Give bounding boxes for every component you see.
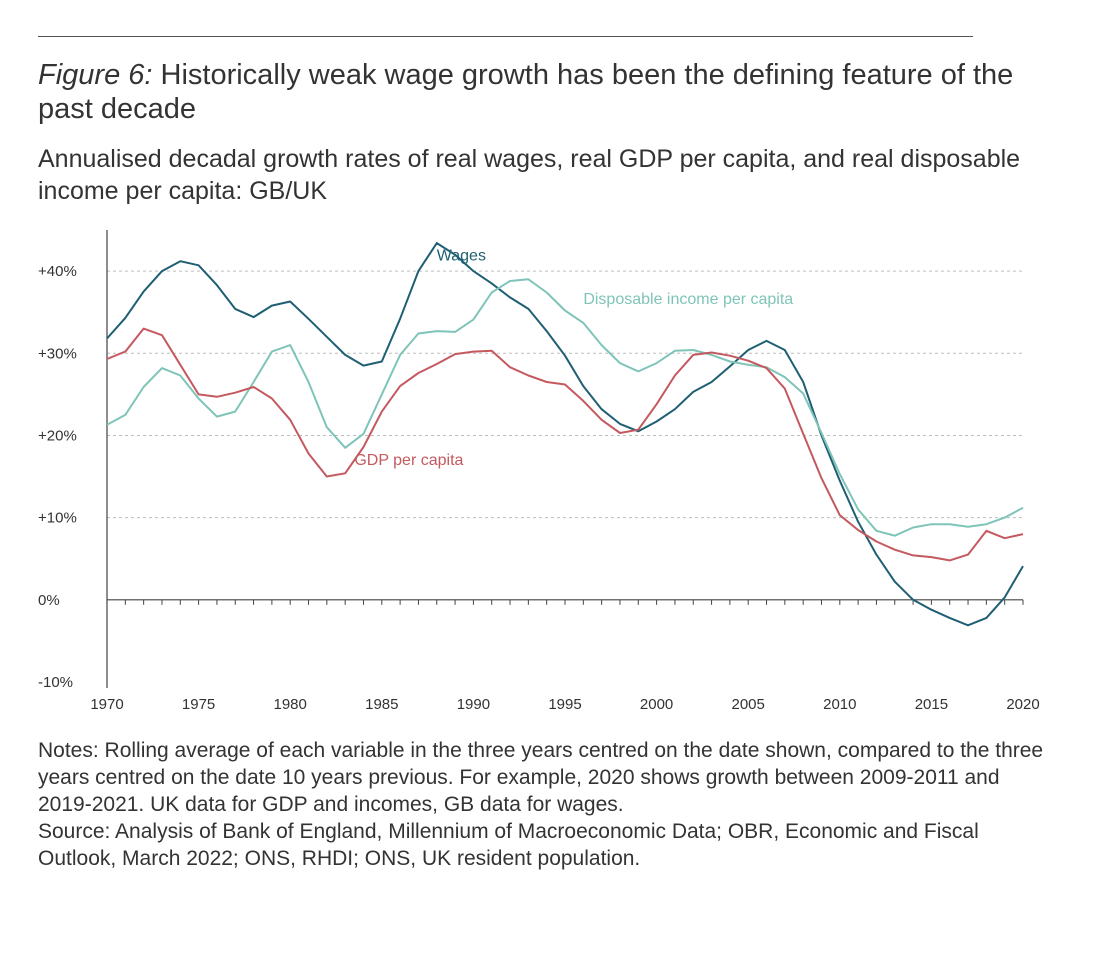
x-tick-label: 2020 (1006, 696, 1039, 713)
x-tick-label: 1990 (457, 696, 490, 713)
series-lines (106, 242, 1024, 627)
x-tick-label: 2005 (732, 696, 765, 713)
figure-subtitle: Annualised decadal growth rates of real … (38, 145, 1021, 205)
top-rule (38, 36, 973, 37)
x-tick-label: 1980 (274, 696, 307, 713)
figure-title: Figure 6: Historically weak wage growth … (38, 58, 1038, 126)
y-tick-label: +10% (38, 510, 77, 527)
y-tick-label: 0% (38, 592, 60, 609)
y-tick-label: +40% (38, 263, 77, 280)
x-tick-label: 1985 (365, 696, 398, 713)
source-text: Source: Analysis of Bank of England, Mil… (38, 820, 979, 870)
x-tick-label: 1995 (548, 696, 581, 713)
y-tick-label: +30% (38, 345, 77, 362)
series-label: Disposable income per capita (583, 291, 793, 308)
axes: +40% +30% +20% +10% 0% -10% 1970 1975 1980 1985 19… (38, 230, 1040, 713)
line-chart: +40% +30% +20% +10% 0% -10% 1970 1975 1980 1985 19… (38, 230, 1040, 713)
x-tick-label: 2000 (640, 696, 673, 713)
x-tick-label: 1970 (90, 696, 123, 713)
figure-label: Figure 6: (38, 59, 153, 91)
y-tick-label: -10% (38, 674, 73, 691)
y-tick-label: +20% (38, 427, 77, 444)
series-label: Wages (437, 247, 486, 264)
series-labels: Wages Disposable income per capita GDP per… (354, 247, 793, 469)
series-line-wages (106, 242, 1024, 627)
grid-lines (107, 270, 1023, 519)
x-tick-label: 1975 (182, 696, 215, 713)
x-tick-label: 2010 (823, 696, 856, 713)
series-line-gdp-per-capita (106, 327, 1024, 562)
x-tick-label: 2015 (915, 696, 948, 713)
notes-text: Notes: Rolling average of each variable … (38, 739, 1044, 816)
series-line-disposable-income-per-capita (106, 278, 1024, 537)
figure-title-text: Historically weak wage growth has been t… (38, 59, 1014, 125)
chart-notes: Notes: Rolling average of each variable … (38, 737, 1058, 872)
series-label: GDP per capita (354, 452, 463, 469)
